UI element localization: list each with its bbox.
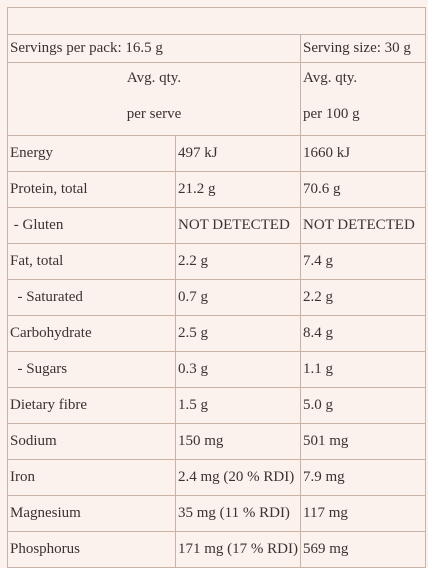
per-serve-value: 2.5 g [175,315,301,352]
per-serve-value: 2.4 mg (20 % RDI) [175,459,301,496]
header-per-100g: Avg. qty. per 100 g [299,62,427,136]
per-100g-value: 1.1 g [299,351,427,388]
per-serve-value: 150 mg [175,423,301,460]
per-100g-value: 501 mg [299,423,427,460]
nutrient-row: Iron 2.4 mg (20 % RDI) 7.9 mg [7,459,427,496]
nutrient-name: - Sugars [7,351,176,388]
per-serve-value: 171 mg (17 % RDI) [175,531,301,568]
table-body: Servings per pack: 16.5 g Serving size: … [6,7,427,568]
nutrient-name: Fat, total [7,243,176,280]
per-100g-value: 117 mg [299,495,427,532]
header-text: per serve [126,106,182,122]
nutrition-table: Servings per pack: 16.5 g Serving size: … [6,7,427,568]
blank-row [6,7,427,35]
per-100g-value: 7.4 g [299,243,427,280]
per-100g-value: 1660 kJ [299,135,427,172]
per-serve-value: 497 kJ [175,135,301,172]
per-100g-value: 7.9 mg [299,459,427,496]
servings-per-pack: Servings per pack: 16.5 g [7,34,301,63]
header-text: per 100 g [303,106,360,122]
nutrient-row: - Saturated 0.7 g 2.2 g [7,279,427,316]
header-row: Avg. qty. per serve Avg. qty. per 100 g [7,62,427,136]
nutrient-row: Sodium 150 mg 501 mg [7,423,427,460]
nutrient-row: Phosphorus 171 mg (17 % RDI) 569 mg [7,531,427,568]
per-100g-value: 70.6 g [299,171,427,208]
per-serve-value: 21.2 g [175,171,301,208]
per-serve-value: 0.7 g [175,279,301,316]
per-100g-value: 5.0 g [299,387,427,424]
nutrient-row: Fat, total 2.2 g 7.4 g [7,243,427,280]
header-text: Avg. qty. [126,70,182,86]
nutrient-row: Magnesium 35 mg (11 % RDI) 117 mg [7,495,427,532]
nutrient-name: Phosphorus [7,531,176,568]
nutrient-row: Energy 497 kJ 1660 kJ [7,135,427,172]
per-serve-value: 2.2 g [175,243,301,280]
serving-row: Servings per pack: 16.5 g Serving size: … [7,34,427,63]
nutrient-row: Protein, total 21.2 g 70.6 g [7,171,427,208]
nutrient-row: Carbohydrate 2.5 g 8.4 g [7,315,427,352]
nutrient-row: - Sugars 0.3 g 1.1 g [7,351,427,388]
serving-size: Serving size: 30 g [299,34,427,63]
header-text: Avg. qty. [303,70,358,86]
per-100g-value: 2.2 g [299,279,427,316]
nutrient-name: Magnesium [7,495,176,532]
per-serve-value: 35 mg (11 % RDI) [175,495,301,532]
per-serve-value: 0.3 g [175,351,301,388]
per-100g-value: 569 mg [299,531,427,568]
page: Servings per pack: 16.5 g Serving size: … [6,7,427,568]
nutrient-name: Energy [7,135,176,172]
nutrient-row: - Gluten NOT DETECTED NOT DETECTED [7,207,427,244]
nutrient-name: Carbohydrate [7,315,176,352]
per-serve-value: NOT DETECTED [175,207,301,244]
nutrient-name: Sodium [7,423,176,460]
nutrient-name: Protein, total [7,171,176,208]
nutrient-name: - Saturated [7,279,176,316]
nutrient-name: Iron [7,459,176,496]
per-100g-value: 8.4 g [299,315,427,352]
nutrient-name: Dietary fibre [7,387,176,424]
nutrient-name: - Gluten [7,207,176,244]
per-100g-value: NOT DETECTED [299,207,427,244]
per-serve-value: 1.5 g [175,387,301,424]
header-per-serve: Avg. qty. per serve [7,62,301,136]
nutrient-row: Dietary fibre 1.5 g 5.0 g [7,387,427,424]
blank-cell [6,7,427,35]
